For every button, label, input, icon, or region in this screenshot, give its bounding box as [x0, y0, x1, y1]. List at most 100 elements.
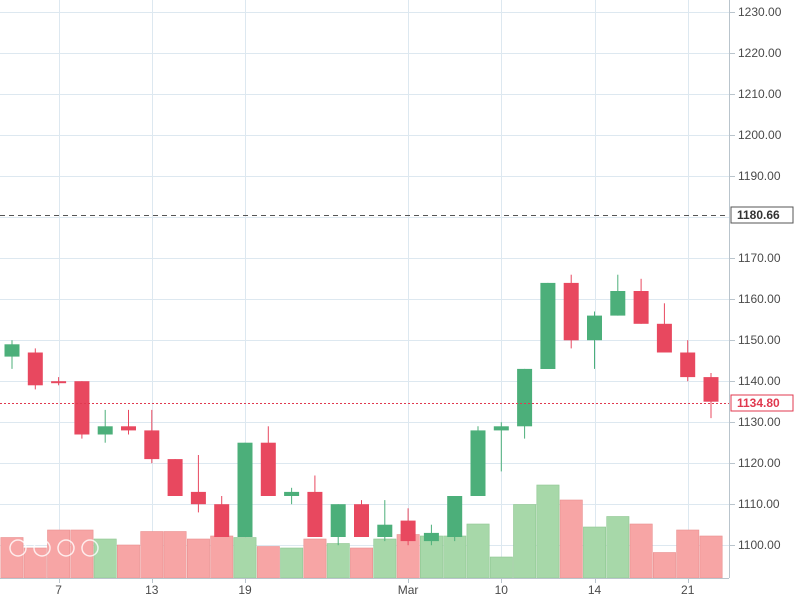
price-badge-box — [730, 206, 794, 224]
candle — [284, 487, 300, 505]
volume-bar — [373, 538, 397, 579]
price-tick-label: 1210.00 — [738, 87, 782, 101]
volume-bar — [280, 547, 304, 579]
volume-bar — [489, 556, 513, 579]
price-tick-label: 1140.00 — [738, 374, 781, 388]
candle — [563, 274, 579, 349]
candle-body — [260, 442, 276, 496]
candle — [377, 500, 393, 542]
candle — [423, 524, 439, 546]
candle-body — [493, 426, 509, 431]
candle — [330, 504, 346, 546]
price-tick-label: 1130.00 — [738, 415, 781, 429]
candle-body — [4, 344, 20, 357]
candle-body — [400, 520, 416, 542]
price-tick-label: 1150.00 — [738, 333, 781, 347]
candle — [4, 340, 20, 369]
price-tick-label: 1190.00 — [738, 169, 781, 183]
volume-bar — [256, 546, 280, 579]
volume-bar — [466, 523, 490, 579]
candle-body — [214, 504, 230, 537]
price-badge-label: 1180.66 — [737, 208, 780, 222]
candle-body — [307, 491, 323, 537]
candle — [680, 340, 696, 382]
candle-body — [190, 491, 206, 505]
candle-body — [447, 496, 463, 537]
candle-body — [27, 352, 43, 386]
candle-body — [610, 291, 626, 316]
volume-bars — [0, 484, 723, 579]
candle-body — [237, 442, 253, 537]
candle-body — [121, 426, 136, 431]
price-tick-label: 1110.00 — [738, 497, 780, 511]
volume-bar — [699, 535, 723, 579]
grid — [0, 0, 729, 578]
candle — [587, 311, 602, 369]
volume-bar — [187, 538, 210, 579]
price-badge: 1180.66 — [730, 206, 794, 224]
overlay-button[interactable] — [81, 539, 99, 557]
price-tick-label: 1170.00 — [738, 251, 781, 265]
candle-body — [470, 430, 486, 496]
candle — [190, 455, 206, 513]
candle-body — [633, 291, 649, 324]
candle-body — [144, 430, 160, 460]
time-tick-label: 7 — [55, 583, 62, 597]
volume-bar — [536, 484, 560, 579]
candle — [610, 274, 626, 316]
overlay-buttons[interactable] — [9, 539, 99, 557]
volume-bar — [443, 535, 467, 579]
volume-bar — [513, 504, 537, 579]
candle — [540, 282, 556, 369]
overlay-button[interactable] — [9, 539, 27, 557]
candle-body — [74, 381, 90, 435]
candle — [214, 496, 230, 537]
volume-bar — [70, 529, 94, 579]
price-axis: 1100.00 1110.00 1120.00 1130.00 1140.00 1150.… — [730, 5, 794, 552]
volume-bar — [303, 538, 327, 579]
volume-bar — [210, 535, 234, 579]
candle — [237, 442, 253, 537]
candle — [121, 409, 136, 435]
candle-body — [540, 282, 556, 369]
candle — [97, 409, 113, 443]
volume-bar — [652, 552, 676, 579]
candle-body — [51, 381, 67, 384]
time-tick-label: 10 — [495, 583, 509, 597]
candle-body — [284, 491, 300, 496]
time-axis: 7 13 19 Mar 10 14 21 — [55, 578, 695, 597]
candle-body — [703, 377, 719, 402]
volume-bar — [583, 526, 607, 579]
volume-bar — [326, 543, 350, 579]
overlay-button[interactable] — [33, 539, 51, 557]
candle — [51, 377, 67, 386]
candle-body — [517, 368, 533, 427]
candle-body — [354, 504, 369, 537]
time-tick-label: 21 — [681, 583, 695, 597]
candle — [307, 475, 323, 537]
candle — [493, 422, 509, 472]
candle-body — [330, 504, 346, 537]
volume-bar — [629, 523, 653, 579]
candle — [447, 496, 463, 542]
candle — [144, 409, 160, 464]
time-tick-label: 19 — [238, 583, 252, 597]
candle — [703, 373, 719, 419]
candle — [656, 303, 672, 353]
volume-bar — [140, 531, 164, 579]
candle — [400, 508, 416, 546]
time-tick-label: 14 — [588, 583, 602, 597]
candle-body — [656, 323, 672, 353]
volume-bar — [606, 516, 630, 579]
volume-bar — [47, 529, 71, 579]
volume-bar — [163, 531, 187, 579]
time-tick-label: Mar — [398, 583, 419, 597]
candle — [260, 426, 276, 496]
price-tick-label: 1230.00 — [738, 5, 782, 19]
volume-bar — [117, 544, 140, 579]
candle — [354, 500, 369, 537]
candle-body — [680, 352, 696, 378]
reference-lines — [0, 215, 729, 404]
candle-body — [377, 524, 393, 537]
overlay-button[interactable] — [57, 539, 75, 557]
